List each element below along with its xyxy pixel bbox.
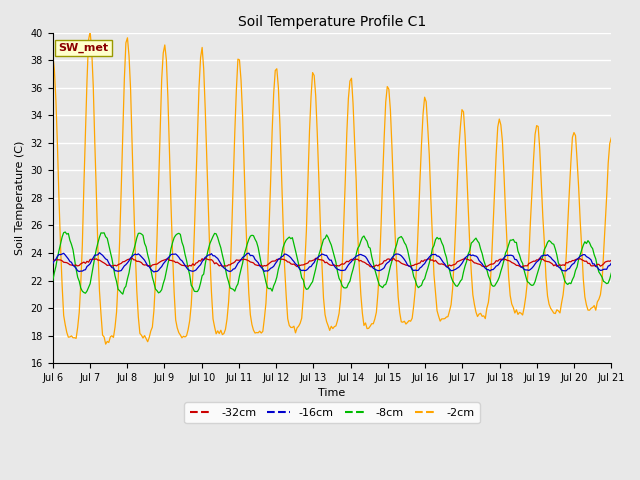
Text: SW_met: SW_met bbox=[58, 43, 109, 53]
X-axis label: Time: Time bbox=[319, 388, 346, 398]
Title: Soil Temperature Profile C1: Soil Temperature Profile C1 bbox=[238, 15, 426, 29]
Legend: -32cm, -16cm, -8cm, -2cm: -32cm, -16cm, -8cm, -2cm bbox=[184, 402, 479, 423]
Y-axis label: Soil Temperature (C): Soil Temperature (C) bbox=[15, 141, 25, 255]
